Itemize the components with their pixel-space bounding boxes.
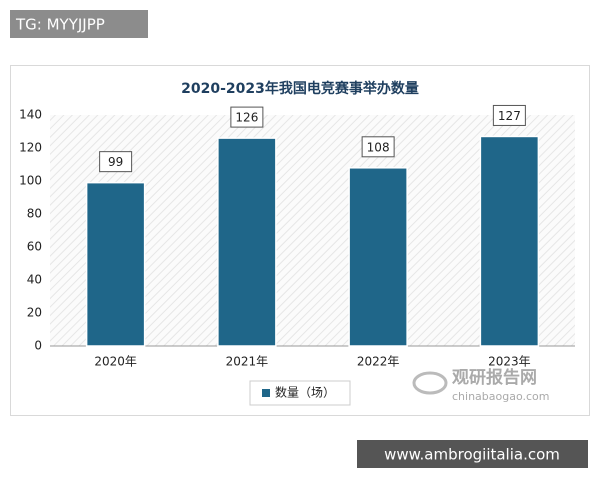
logo-site: chinabaogao.com	[452, 390, 550, 403]
y-tick-label: 0	[34, 339, 42, 353]
chart-title: 2020-2023年我国电竞赛事举办数量	[181, 80, 419, 97]
y-tick-label: 100	[19, 174, 42, 188]
y-tick-label: 120	[19, 141, 42, 155]
x-tick-label: 2022年	[357, 355, 400, 369]
logo-name: 观研报告网	[451, 367, 537, 388]
bar	[217, 137, 277, 347]
value-label: 126	[235, 111, 258, 125]
legend-swatch	[262, 389, 270, 397]
x-tick-label: 2021年	[226, 355, 269, 369]
legend-label: 数量（场）	[275, 385, 335, 400]
x-tick-label: 2020年	[94, 355, 137, 369]
logo: 观研报告网 chinabaogao.com	[412, 367, 550, 403]
y-tick-label: 140	[19, 108, 42, 122]
y-tick-label: 60	[27, 240, 42, 254]
bar	[479, 135, 540, 347]
bar	[348, 167, 408, 347]
y-tick-label: 20	[27, 306, 42, 320]
value-label-box	[230, 106, 264, 128]
y-tick-label: 40	[27, 273, 42, 287]
value-label: 99	[108, 155, 123, 169]
value-label-box	[361, 136, 395, 158]
value-label-box	[99, 151, 133, 173]
value-label-box	[492, 104, 526, 126]
bottom-tag: www.ambrogiitalia.com	[384, 446, 560, 464]
x-tick-label: 2023年	[488, 355, 531, 369]
bottom-tag-box	[357, 440, 588, 468]
top-tag: TG: MYYJJPP	[15, 16, 105, 34]
tag-box	[10, 10, 148, 38]
value-label: 108	[367, 140, 390, 154]
logo-icon	[412, 371, 448, 395]
value-label: 127	[498, 109, 521, 123]
y-tick-label: 80	[27, 207, 42, 221]
bar	[85, 181, 146, 347]
